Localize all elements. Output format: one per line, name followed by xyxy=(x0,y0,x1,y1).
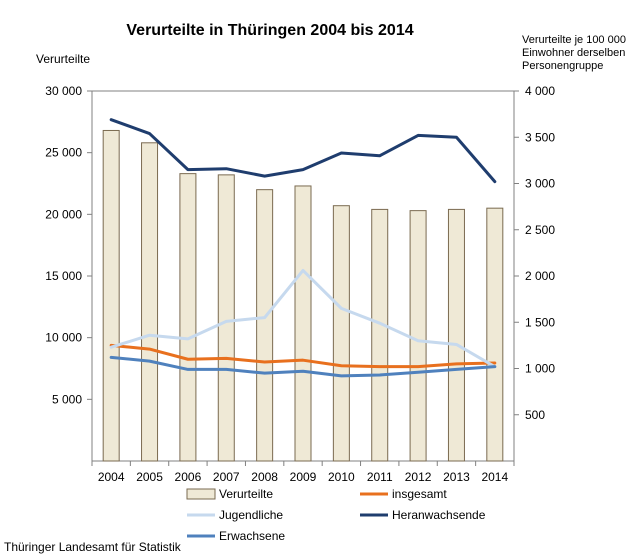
bar-verurteilte xyxy=(294,185,312,462)
bar-verurteilte xyxy=(447,208,465,462)
x-tick-label: 2014 xyxy=(481,470,508,484)
bar-verurteilte xyxy=(371,208,389,462)
line-jugendliche xyxy=(109,268,497,369)
y-right-tick-label: 4 000 xyxy=(525,84,555,98)
x-tick-label: 2011 xyxy=(367,470,393,484)
x-tick-label: 2008 xyxy=(251,470,278,484)
bar-verurteilte xyxy=(102,129,120,462)
bar-verurteilte xyxy=(217,174,235,462)
y-right-tick-label: 2 500 xyxy=(525,223,555,237)
x-tick-label: 2013 xyxy=(443,470,470,484)
y-right-tick-label: 3 500 xyxy=(525,130,555,144)
y-left-tick-label: 5 000 xyxy=(52,392,82,406)
chart-title: Verurteilte in Thüringen 2004 bis 2014 xyxy=(126,22,414,39)
legend-label-insgesamt: insgesamt xyxy=(392,487,447,501)
x-tick-label: 2007 xyxy=(213,470,240,484)
y-right-tick-label: 1 000 xyxy=(525,362,555,376)
x-tick-label: 2009 xyxy=(290,470,317,484)
x-tick-label: 2005 xyxy=(136,470,163,484)
source-note: Thüringer Landesamt für Statistik xyxy=(4,540,181,554)
x-tick-label: 2012 xyxy=(405,470,432,484)
y-left-tick-label: 25 000 xyxy=(45,146,82,160)
bar-verurteilte xyxy=(486,207,504,462)
y-left-tick-label: 10 000 xyxy=(45,331,82,345)
y-axis-right-label: Verurteilte je 100 000 Einwohner derselb… xyxy=(522,34,626,72)
y-left-tick-label: 20 000 xyxy=(45,207,82,221)
y-right-tick-label: 500 xyxy=(525,408,545,422)
legend-swatch-verurteilte xyxy=(186,488,216,500)
y-left-tick-label: 30 000 xyxy=(45,84,82,98)
line-erwachsene xyxy=(109,355,497,378)
y-right-tick-label: 3 000 xyxy=(525,177,555,191)
bar-verurteilte xyxy=(179,173,197,462)
legend-label-erwachsene: Erwachsene xyxy=(219,529,285,543)
y-left-tick-label: 15 000 xyxy=(45,269,82,283)
legend-label-verurteilte: Verurteilte xyxy=(219,487,273,501)
bar-verurteilte xyxy=(256,189,274,462)
legend-label-heranwachsende: Heranwachsende xyxy=(392,508,486,522)
legend-label-jugendliche: Jugendliche xyxy=(219,508,283,522)
bar-verurteilte xyxy=(141,142,159,462)
bar-verurteilte xyxy=(409,210,427,462)
x-tick-label: 2004 xyxy=(98,470,125,484)
x-tick-label: 2010 xyxy=(328,470,355,484)
bar-verurteilte xyxy=(332,205,350,462)
y-axis-left-label: Verurteilte xyxy=(36,52,91,66)
line-heranwachsende xyxy=(109,118,497,184)
y-right-tick-label: 1 500 xyxy=(525,315,555,329)
x-tick-label: 2006 xyxy=(175,470,202,484)
line-insgesamt xyxy=(109,343,497,369)
y-right-tick-label: 2 000 xyxy=(525,269,555,283)
